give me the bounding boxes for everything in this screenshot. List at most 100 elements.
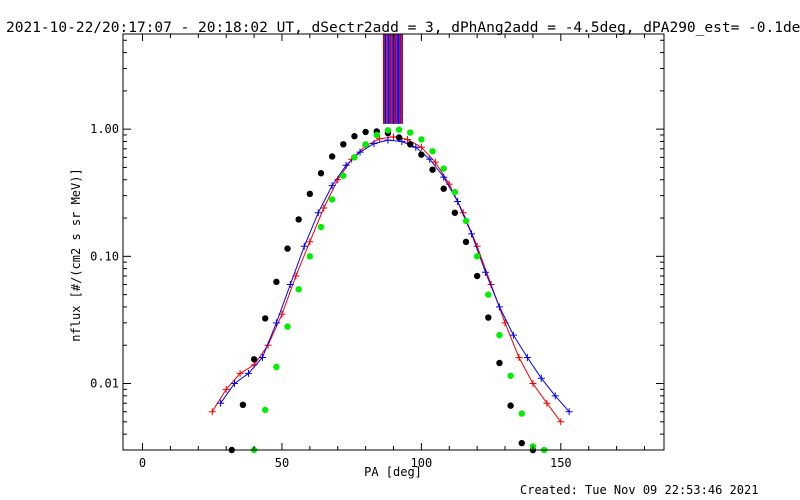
data-point: [537, 374, 545, 382]
data-point: [239, 401, 247, 409]
data-point: [462, 217, 470, 225]
data-point: [395, 126, 403, 133]
data-point: [328, 182, 336, 190]
series-line: [220, 139, 570, 413]
data-point: [244, 369, 252, 377]
series-group: [217, 136, 573, 416]
data-point: [373, 131, 380, 139]
data-point: [440, 185, 447, 192]
data-point: [440, 165, 447, 172]
series-layer: [208, 126, 573, 454]
data-point: [485, 314, 492, 321]
data-point: [222, 385, 230, 393]
data-point: [451, 209, 459, 216]
data-point: [485, 291, 492, 298]
data-point: [250, 356, 258, 363]
data-point: [412, 143, 420, 151]
data-point: [306, 190, 314, 198]
data-point: [340, 172, 347, 179]
data-point: [515, 354, 523, 362]
data-point: [565, 408, 573, 416]
data-point: [429, 166, 436, 173]
data-point: [398, 137, 406, 145]
data-point: [507, 372, 514, 379]
data-point: [384, 136, 392, 144]
data-point: [495, 303, 503, 311]
data-point: [262, 406, 269, 414]
x-axis-label: PA [deg]: [364, 465, 422, 479]
data-point: [236, 369, 244, 377]
data-point: [482, 268, 490, 276]
data-point: [557, 418, 565, 426]
data-point: [518, 410, 525, 417]
data-point: [351, 133, 358, 140]
data-point: [451, 188, 459, 196]
data-point: [509, 331, 517, 339]
data-point: [217, 399, 225, 407]
data-point: [429, 148, 436, 155]
data-point: [342, 161, 350, 169]
data-point: [523, 354, 531, 362]
y-tick-label: 1.00: [90, 122, 119, 136]
data-point: [431, 158, 439, 166]
x-tick-label: 150: [550, 456, 572, 470]
data-point: [231, 380, 239, 388]
data-point: [407, 141, 414, 148]
data-point: [426, 155, 434, 163]
data-point: [300, 242, 308, 250]
data-point: [440, 173, 448, 181]
data-point: [362, 141, 369, 148]
data-point: [320, 204, 328, 212]
data-point: [496, 331, 503, 339]
data-point: [351, 154, 358, 161]
data-point: [317, 170, 325, 177]
data-point: [356, 148, 364, 156]
series-line: [211, 136, 562, 423]
data-point: [529, 380, 537, 388]
data-point: [328, 196, 336, 203]
data-point: [328, 153, 336, 160]
data-point: [272, 319, 280, 327]
x-tick-label: 50: [275, 456, 289, 470]
data-point: [262, 315, 269, 322]
data-point: [462, 238, 470, 246]
data-point: [543, 399, 551, 407]
data-point: [507, 402, 514, 409]
data-point: [306, 253, 314, 260]
data-point: [395, 134, 403, 141]
x-tick-label: 0: [139, 456, 146, 470]
data-point: [390, 133, 397, 141]
data-point: [518, 439, 525, 447]
data-point: [362, 128, 369, 136]
y-tick-label: 0.10: [90, 249, 119, 263]
data-point: [340, 141, 347, 148]
data-point: [468, 230, 476, 238]
series-group: [250, 126, 548, 454]
data-point: [284, 323, 291, 330]
data-point: [273, 278, 280, 286]
vertical-markers: [382, 34, 403, 124]
data-point: [284, 245, 291, 252]
data-point: [454, 197, 462, 205]
data-point: [295, 286, 302, 293]
data-point: [258, 354, 266, 362]
created-timestamp: Created: Tue Nov 09 22:53:46 2021: [520, 483, 758, 497]
data-point: [314, 209, 322, 217]
data-point: [295, 216, 302, 223]
data-point: [208, 408, 216, 416]
series-group: [208, 133, 565, 426]
data-point: [286, 281, 294, 289]
data-point: [418, 151, 425, 158]
data-point: [473, 253, 481, 260]
series-group: [228, 128, 537, 454]
data-point: [273, 363, 280, 371]
y-axis-label: nflux [#/(cm2 s sr MeV)]: [69, 168, 83, 341]
data-point: [306, 238, 314, 246]
data-point: [496, 359, 503, 367]
chart-title: 2021-10-22/20:17:07 - 20:18:02 UT, dSect…: [6, 20, 800, 36]
data-point: [407, 129, 414, 136]
data-point: [418, 136, 425, 143]
x-tick-label: 100: [411, 456, 433, 470]
